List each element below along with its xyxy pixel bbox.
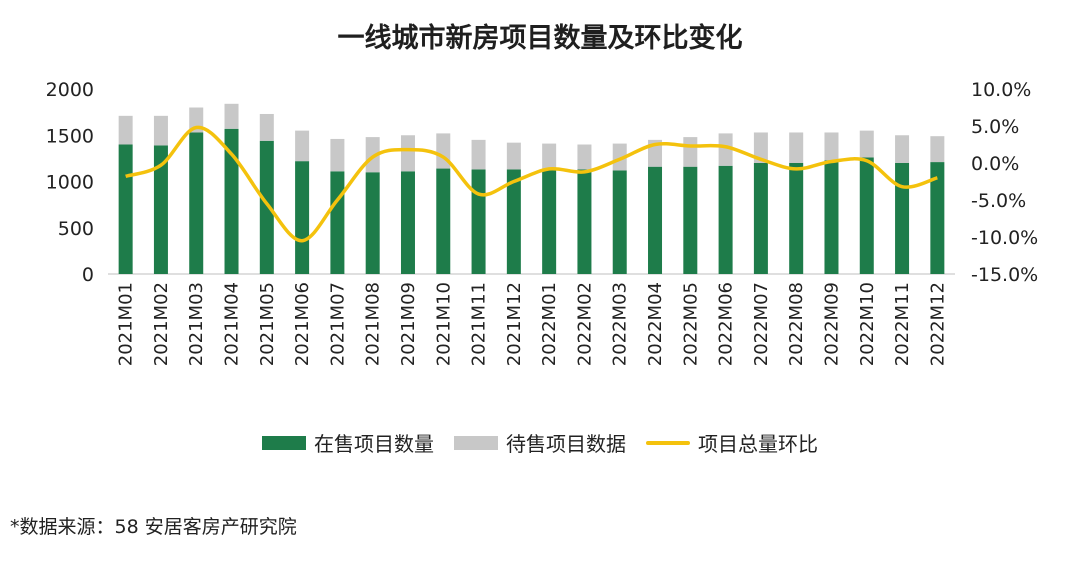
bar-onsale: [577, 169, 592, 274]
bar-pending: [612, 143, 627, 171]
bar-onsale: [683, 166, 698, 274]
bar-onsale: [930, 162, 945, 274]
x-tick-label: 2021M02: [151, 282, 172, 366]
bar-onsale: [400, 171, 415, 274]
legend-item-onsale: 在售项目数量: [262, 428, 434, 457]
bar-pending: [118, 115, 133, 145]
right-axis-ticks: -15.0% -10.0% -5.0% 0.0% 5.0% 10.0%: [971, 79, 1038, 286]
bar-pending: [753, 132, 768, 163]
left-tick-label: 2000: [46, 79, 94, 101]
bar-pending: [859, 130, 874, 158]
bar-pending: [153, 115, 168, 146]
bar-pending: [471, 139, 486, 170]
legend-label-ratio: 项目总量环比: [698, 432, 818, 456]
legend-swatch-ratio: [646, 440, 690, 445]
bar-onsale: [189, 132, 204, 274]
legend-label-onsale: 在售项目数量: [314, 432, 434, 456]
x-tick-label: 2022M02: [574, 282, 595, 366]
right-tick-label: 10.0%: [971, 79, 1031, 101]
chart-area: 0 500 1000 1500 2000 -15.0% -10.0% -5.0% 0.0% 5.…: [46, 79, 1039, 366]
bar-pending: [718, 133, 733, 166]
legend-item-ratio: 项目总量环比: [646, 428, 818, 457]
x-tick-label: 2021M12: [504, 282, 525, 366]
left-tick-label: 1500: [46, 125, 94, 147]
left-tick-label: 500: [58, 218, 94, 240]
bar-onsale: [718, 165, 733, 274]
series-line-项目总量环比: [125, 125, 938, 243]
bars: [118, 103, 945, 274]
bar-onsale: [118, 144, 133, 274]
bar-pending: [400, 135, 415, 172]
bar-onsale: [224, 128, 239, 274]
bar-onsale: [612, 170, 627, 274]
right-tick-label: 5.0%: [971, 116, 1019, 138]
x-tick-label: 2021M06: [292, 282, 313, 366]
bar-onsale: [153, 145, 168, 274]
bar-onsale: [895, 163, 910, 274]
x-tick-label: 2021M05: [257, 282, 278, 366]
bar-onsale: [542, 169, 557, 274]
x-tick-label: 2022M06: [716, 282, 737, 366]
x-tick-label: 2022M04: [645, 282, 666, 366]
right-tick-label: -10.0%: [971, 227, 1038, 249]
x-tick-label: 2021M01: [116, 282, 137, 366]
bar-onsale: [259, 140, 274, 274]
bar-pending: [506, 142, 521, 170]
left-tick-label: 1000: [46, 172, 94, 194]
left-tick-label: 0: [82, 264, 94, 286]
bar-pending: [930, 136, 945, 163]
bar-pending: [224, 103, 239, 129]
bar-onsale: [330, 171, 345, 274]
bar-onsale: [648, 166, 663, 274]
bar-pending: [824, 132, 839, 161]
left-axis-ticks: 0 500 1000 1500 2000: [46, 79, 94, 286]
x-tick-label: 2021M03: [186, 282, 207, 366]
x-tick-label: 2021M11: [469, 282, 490, 366]
x-tick-label: 2022M05: [680, 282, 701, 366]
x-tick-label: 2021M07: [327, 282, 348, 366]
legend-label-pending: 待售项目数据: [506, 432, 626, 456]
x-tick-label: 2021M04: [222, 282, 243, 366]
bar-onsale: [824, 160, 839, 274]
bar-onsale: [365, 172, 380, 274]
legend-swatch-onsale: [262, 435, 306, 450]
legend-swatch-pending: [454, 435, 498, 450]
bar-pending: [542, 143, 557, 170]
source-note: *数据来源：58 安居客房产研究院: [10, 516, 297, 538]
bar-onsale: [789, 163, 804, 274]
x-tick-label: 2022M09: [821, 282, 842, 366]
right-tick-label: -5.0%: [971, 190, 1026, 212]
bar-pending: [330, 138, 345, 172]
bar-onsale: [506, 169, 521, 274]
legend-item-pending: 待售项目数据: [454, 428, 626, 457]
bar-pending: [577, 144, 592, 170]
x-tick-label: 2021M08: [363, 282, 384, 366]
x-axis-ticks: 2021M01 2021M02 2021M03 2021M04 2021M05 2021M…: [116, 282, 949, 366]
bar-pending: [683, 137, 698, 167]
x-tick-label: 2021M10: [433, 282, 454, 366]
x-tick-label: 2022M12: [927, 282, 948, 366]
x-tick-label: 2022M08: [786, 282, 807, 366]
bar-onsale: [471, 169, 486, 274]
right-tick-label: 0.0%: [971, 153, 1019, 175]
x-tick-label: 2022M11: [892, 282, 913, 366]
bar-onsale: [295, 161, 310, 274]
bar-pending: [895, 135, 910, 163]
bar-pending: [365, 137, 380, 173]
bar-onsale: [859, 157, 874, 274]
right-tick-label: -15.0%: [971, 264, 1038, 286]
bar-onsale: [753, 163, 768, 274]
bar-pending: [295, 130, 310, 162]
chart-title: 一线城市新房项目数量及环比变化: [337, 23, 743, 54]
x-tick-label: 2021M09: [398, 282, 419, 366]
legend: 在售项目数量 待售项目数据 项目总量环比: [0, 428, 1080, 457]
x-tick-label: 2022M10: [857, 282, 878, 366]
x-tick-label: 2022M07: [751, 282, 772, 366]
x-tick-label: 2022M03: [610, 282, 631, 366]
bar-pending: [789, 132, 804, 163]
bar-pending: [259, 113, 274, 141]
x-tick-label: 2022M01: [539, 282, 560, 366]
bar-onsale: [436, 168, 451, 274]
